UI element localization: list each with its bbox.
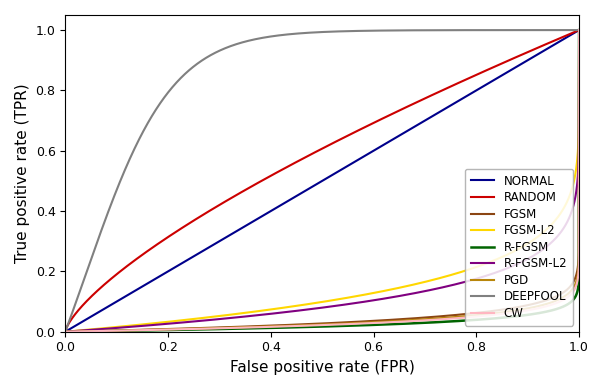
Legend: NORMAL, RANDOM, FGSM, FGSM-L2, R-FGSM, R-FGSM-L2, PGD, DEEPFOOL, CW: NORMAL, RANDOM, FGSM, FGSM-L2, R-FGSM, R… — [464, 169, 573, 326]
X-axis label: False positive rate (FPR): False positive rate (FPR) — [230, 360, 414, 375]
Y-axis label: True positive rate (TPR): True positive rate (TPR) — [15, 83, 30, 263]
